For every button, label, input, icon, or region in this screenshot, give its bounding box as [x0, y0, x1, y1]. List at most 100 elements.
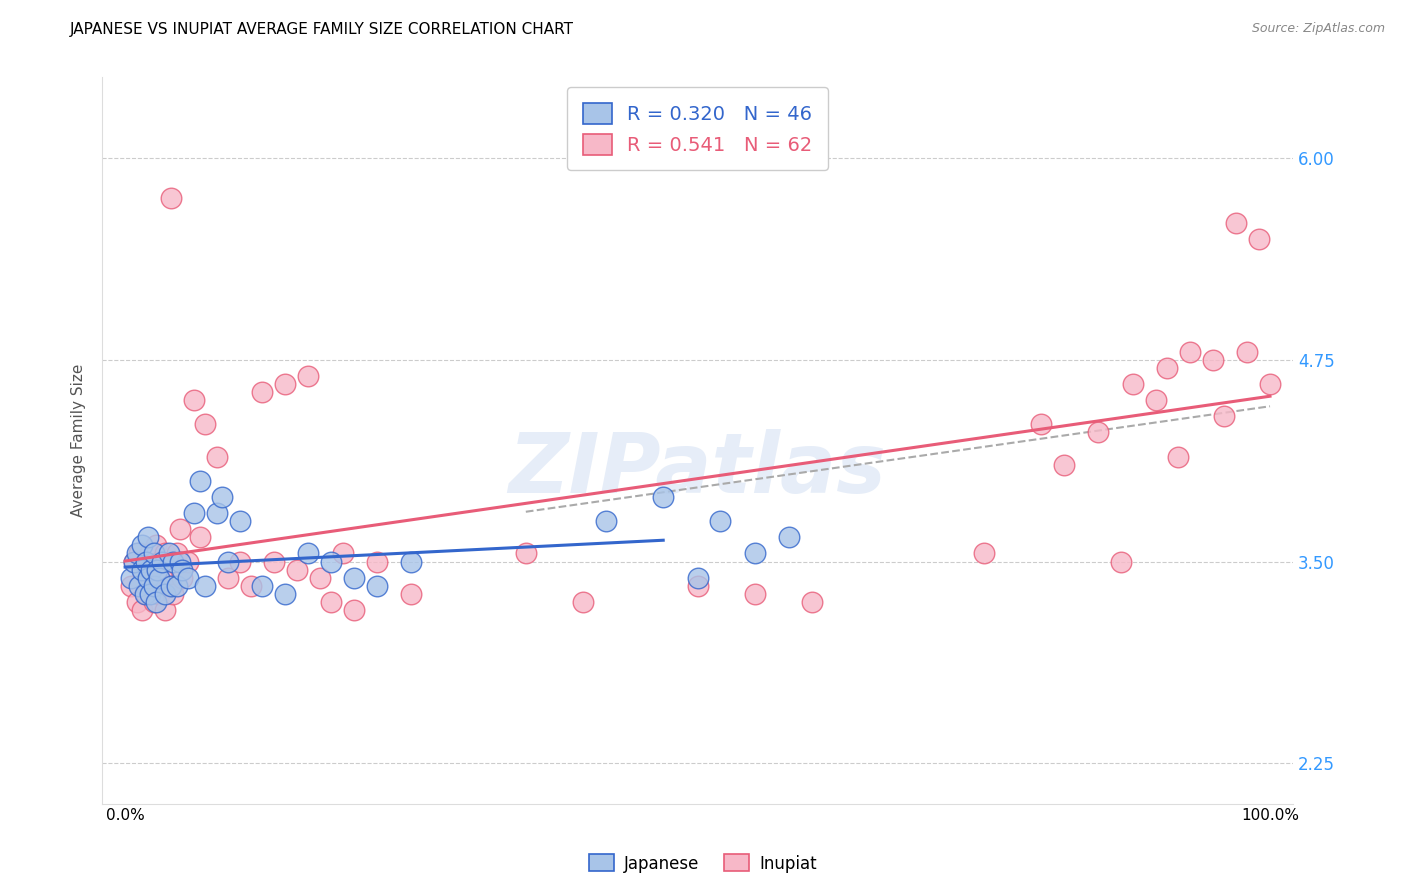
Point — [148, 555, 170, 569]
Point — [686, 579, 709, 593]
Point — [228, 514, 250, 528]
Point — [801, 595, 824, 609]
Point — [1144, 393, 1167, 408]
Point — [139, 587, 162, 601]
Point — [153, 603, 176, 617]
Point — [1122, 377, 1144, 392]
Legend: R = 0.320   N = 46, R = 0.541   N = 62: R = 0.320 N = 46, R = 0.541 N = 62 — [567, 87, 828, 170]
Point — [122, 555, 145, 569]
Point — [183, 506, 205, 520]
Point — [217, 555, 239, 569]
Point — [177, 571, 200, 585]
Point — [211, 490, 233, 504]
Point — [128, 547, 150, 561]
Point — [1225, 216, 1247, 230]
Point — [160, 579, 183, 593]
Point — [125, 547, 148, 561]
Point — [136, 571, 159, 585]
Point — [1053, 458, 1076, 472]
Point — [120, 571, 142, 585]
Point — [252, 385, 274, 400]
Y-axis label: Average Family Size: Average Family Size — [72, 364, 86, 517]
Point — [1236, 344, 1258, 359]
Point — [146, 563, 169, 577]
Point — [131, 538, 153, 552]
Point — [172, 563, 194, 577]
Point — [240, 579, 263, 593]
Point — [1156, 360, 1178, 375]
Point — [153, 547, 176, 561]
Point — [515, 547, 537, 561]
Point — [332, 547, 354, 561]
Point — [744, 587, 766, 601]
Point — [205, 506, 228, 520]
Point — [343, 603, 366, 617]
Point — [1258, 377, 1281, 392]
Point — [1202, 352, 1225, 367]
Text: JAPANESE VS INUPIAT AVERAGE FAMILY SIZE CORRELATION CHART: JAPANESE VS INUPIAT AVERAGE FAMILY SIZE … — [70, 22, 574, 37]
Point — [131, 563, 153, 577]
Point — [183, 393, 205, 408]
Point — [160, 191, 183, 205]
Point — [285, 563, 308, 577]
Point — [308, 571, 330, 585]
Point — [148, 571, 170, 585]
Point — [217, 571, 239, 585]
Point — [1029, 417, 1052, 432]
Point — [321, 595, 343, 609]
Point — [157, 547, 180, 561]
Point — [297, 547, 319, 561]
Point — [188, 530, 211, 544]
Point — [709, 514, 731, 528]
Point — [139, 547, 162, 561]
Point — [135, 555, 157, 569]
Point — [136, 571, 159, 585]
Point — [125, 595, 148, 609]
Point — [188, 474, 211, 488]
Point — [120, 579, 142, 593]
Point — [169, 555, 191, 569]
Point — [205, 450, 228, 464]
Point — [263, 555, 285, 569]
Point — [157, 579, 180, 593]
Point — [401, 555, 423, 569]
Point — [572, 595, 595, 609]
Point — [166, 579, 188, 593]
Text: Source: ZipAtlas.com: Source: ZipAtlas.com — [1251, 22, 1385, 36]
Point — [122, 555, 145, 569]
Point — [366, 555, 388, 569]
Point — [142, 579, 165, 593]
Point — [401, 587, 423, 601]
Point — [162, 587, 184, 601]
Point — [1087, 425, 1109, 440]
Point — [141, 563, 163, 577]
Point — [150, 555, 173, 569]
Text: ZIPatlas: ZIPatlas — [509, 429, 887, 510]
Point — [148, 587, 170, 601]
Point — [135, 587, 157, 601]
Point — [1109, 555, 1132, 569]
Point — [343, 571, 366, 585]
Point — [778, 530, 800, 544]
Point — [134, 587, 156, 601]
Point — [162, 555, 184, 569]
Point — [142, 547, 165, 561]
Point — [652, 490, 675, 504]
Point — [145, 538, 167, 552]
Point — [194, 417, 217, 432]
Point — [153, 587, 176, 601]
Point — [1167, 450, 1189, 464]
Point — [172, 571, 194, 585]
Point — [297, 369, 319, 384]
Point — [744, 547, 766, 561]
Point — [1178, 344, 1201, 359]
Point — [194, 579, 217, 593]
Point — [145, 595, 167, 609]
Point — [228, 555, 250, 569]
Point — [142, 595, 165, 609]
Point — [169, 522, 191, 536]
Point — [366, 579, 388, 593]
Point — [150, 571, 173, 585]
Point — [1213, 409, 1236, 424]
Point — [973, 547, 995, 561]
